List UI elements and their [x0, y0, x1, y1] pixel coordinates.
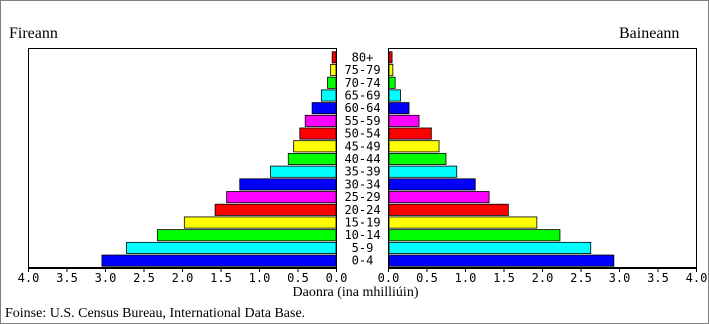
male-tick-label-3.0: 3.0: [95, 271, 117, 285]
age-label-40-44: 40-44: [344, 152, 380, 166]
male-bar-35-39: [270, 165, 337, 178]
female-bar-35-39: [388, 165, 458, 178]
age-label-75-79: 75-79: [344, 63, 380, 77]
source-note: Foinse: U.S. Census Bureau, Internationa…: [5, 306, 306, 321]
age-label-35-39: 35-39: [344, 165, 380, 179]
female-bar-60-64: [388, 102, 410, 115]
female-tick-label-0.5: 0.5: [416, 271, 438, 285]
male-bar-65-69: [320, 89, 337, 102]
male-tick-label-0.5: 0.5: [287, 271, 309, 285]
male-bar-80+: [331, 51, 337, 64]
female-tick-label-2.0: 2.0: [532, 271, 554, 285]
age-label-25-29: 25-29: [344, 190, 380, 204]
female-bar-5-9: [388, 241, 592, 254]
male-bar-40-44: [287, 152, 337, 166]
male-heading: Fireann: [9, 25, 58, 42]
age-label-70-74: 70-74: [344, 76, 380, 90]
x-axis-label: Daonra (ina mhilliúin): [292, 285, 419, 300]
female-bar-80+: [388, 51, 393, 64]
female-tick-label-3.0: 3.0: [609, 271, 631, 285]
male-tick-label-1.0: 1.0: [249, 271, 271, 285]
male-bar-10-14: [156, 229, 337, 242]
female-bar-10-14: [388, 229, 561, 242]
female-bar-55-59: [388, 114, 420, 127]
age-label-5-9: 5-9: [352, 241, 374, 255]
age-label-60-64: 60-64: [344, 101, 380, 115]
female-bar-65-69: [388, 89, 401, 102]
female-bar-45-49: [388, 140, 440, 153]
male-tick-label-0.0: 0.0: [326, 271, 348, 285]
age-label-45-49: 45-49: [344, 139, 380, 153]
age-label-55-59: 55-59: [344, 114, 380, 128]
male-tick-label-3.5: 3.5: [56, 271, 78, 285]
female-bar-0-4: [388, 254, 615, 267]
female-tick-label-3.5: 3.5: [647, 271, 669, 285]
male-tick-label-4.0: 4.0: [18, 271, 40, 285]
female-tick-label-0.0: 0.0: [378, 271, 400, 285]
female-bar-75-79: [388, 64, 394, 77]
male-tick-label-1.5: 1.5: [210, 271, 232, 285]
male-bar-20-24: [214, 203, 337, 216]
female-bar-50-54: [388, 127, 432, 140]
female-heading: Baineann: [619, 25, 680, 42]
male-tick-label-2.5: 2.5: [133, 271, 155, 285]
female-bar-15-19: [388, 216, 538, 229]
male-bar-30-34: [239, 178, 337, 191]
male-bar-70-74: [327, 76, 337, 89]
female-bar-20-24: [388, 203, 509, 216]
age-label-50-54: 50-54: [344, 127, 380, 141]
male-bar-55-59: [304, 114, 337, 127]
male-bar-50-54: [299, 127, 337, 140]
male-bar-25-29: [226, 191, 337, 204]
male-bar-60-64: [311, 102, 337, 115]
female-tick-label-1.0: 1.0: [455, 271, 477, 285]
male-bar-15-19: [183, 216, 337, 229]
female-bar-40-44: [388, 152, 447, 166]
male-bar-0-4: [101, 254, 337, 267]
age-label-30-34: 30-34: [344, 177, 380, 191]
female-bar-30-34: [388, 178, 476, 191]
age-label-10-14: 10-14: [344, 228, 380, 242]
age-label-80+: 80+: [352, 50, 374, 64]
male-bar-75-79: [330, 64, 337, 77]
female-tick-label-2.5: 2.5: [570, 271, 592, 285]
age-label-65-69: 65-69: [344, 88, 380, 102]
female-bar-70-74: [388, 76, 396, 89]
male-bar-5-9: [126, 241, 337, 254]
male-tick-label-2.0: 2.0: [172, 271, 194, 285]
female-tick-label-4.0: 4.0: [686, 271, 708, 285]
female-bar-25-29: [388, 191, 490, 204]
age-label-20-24: 20-24: [344, 203, 380, 217]
age-label-0-4: 0-4: [352, 254, 374, 268]
female-tick-label-1.5: 1.5: [493, 271, 515, 285]
age-label-15-19: 15-19: [344, 216, 380, 230]
male-bar-45-49: [293, 140, 337, 153]
